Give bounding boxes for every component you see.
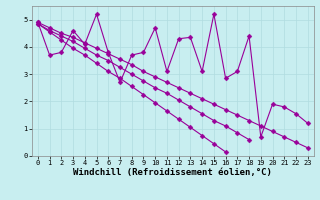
X-axis label: Windchill (Refroidissement éolien,°C): Windchill (Refroidissement éolien,°C) bbox=[73, 168, 272, 177]
